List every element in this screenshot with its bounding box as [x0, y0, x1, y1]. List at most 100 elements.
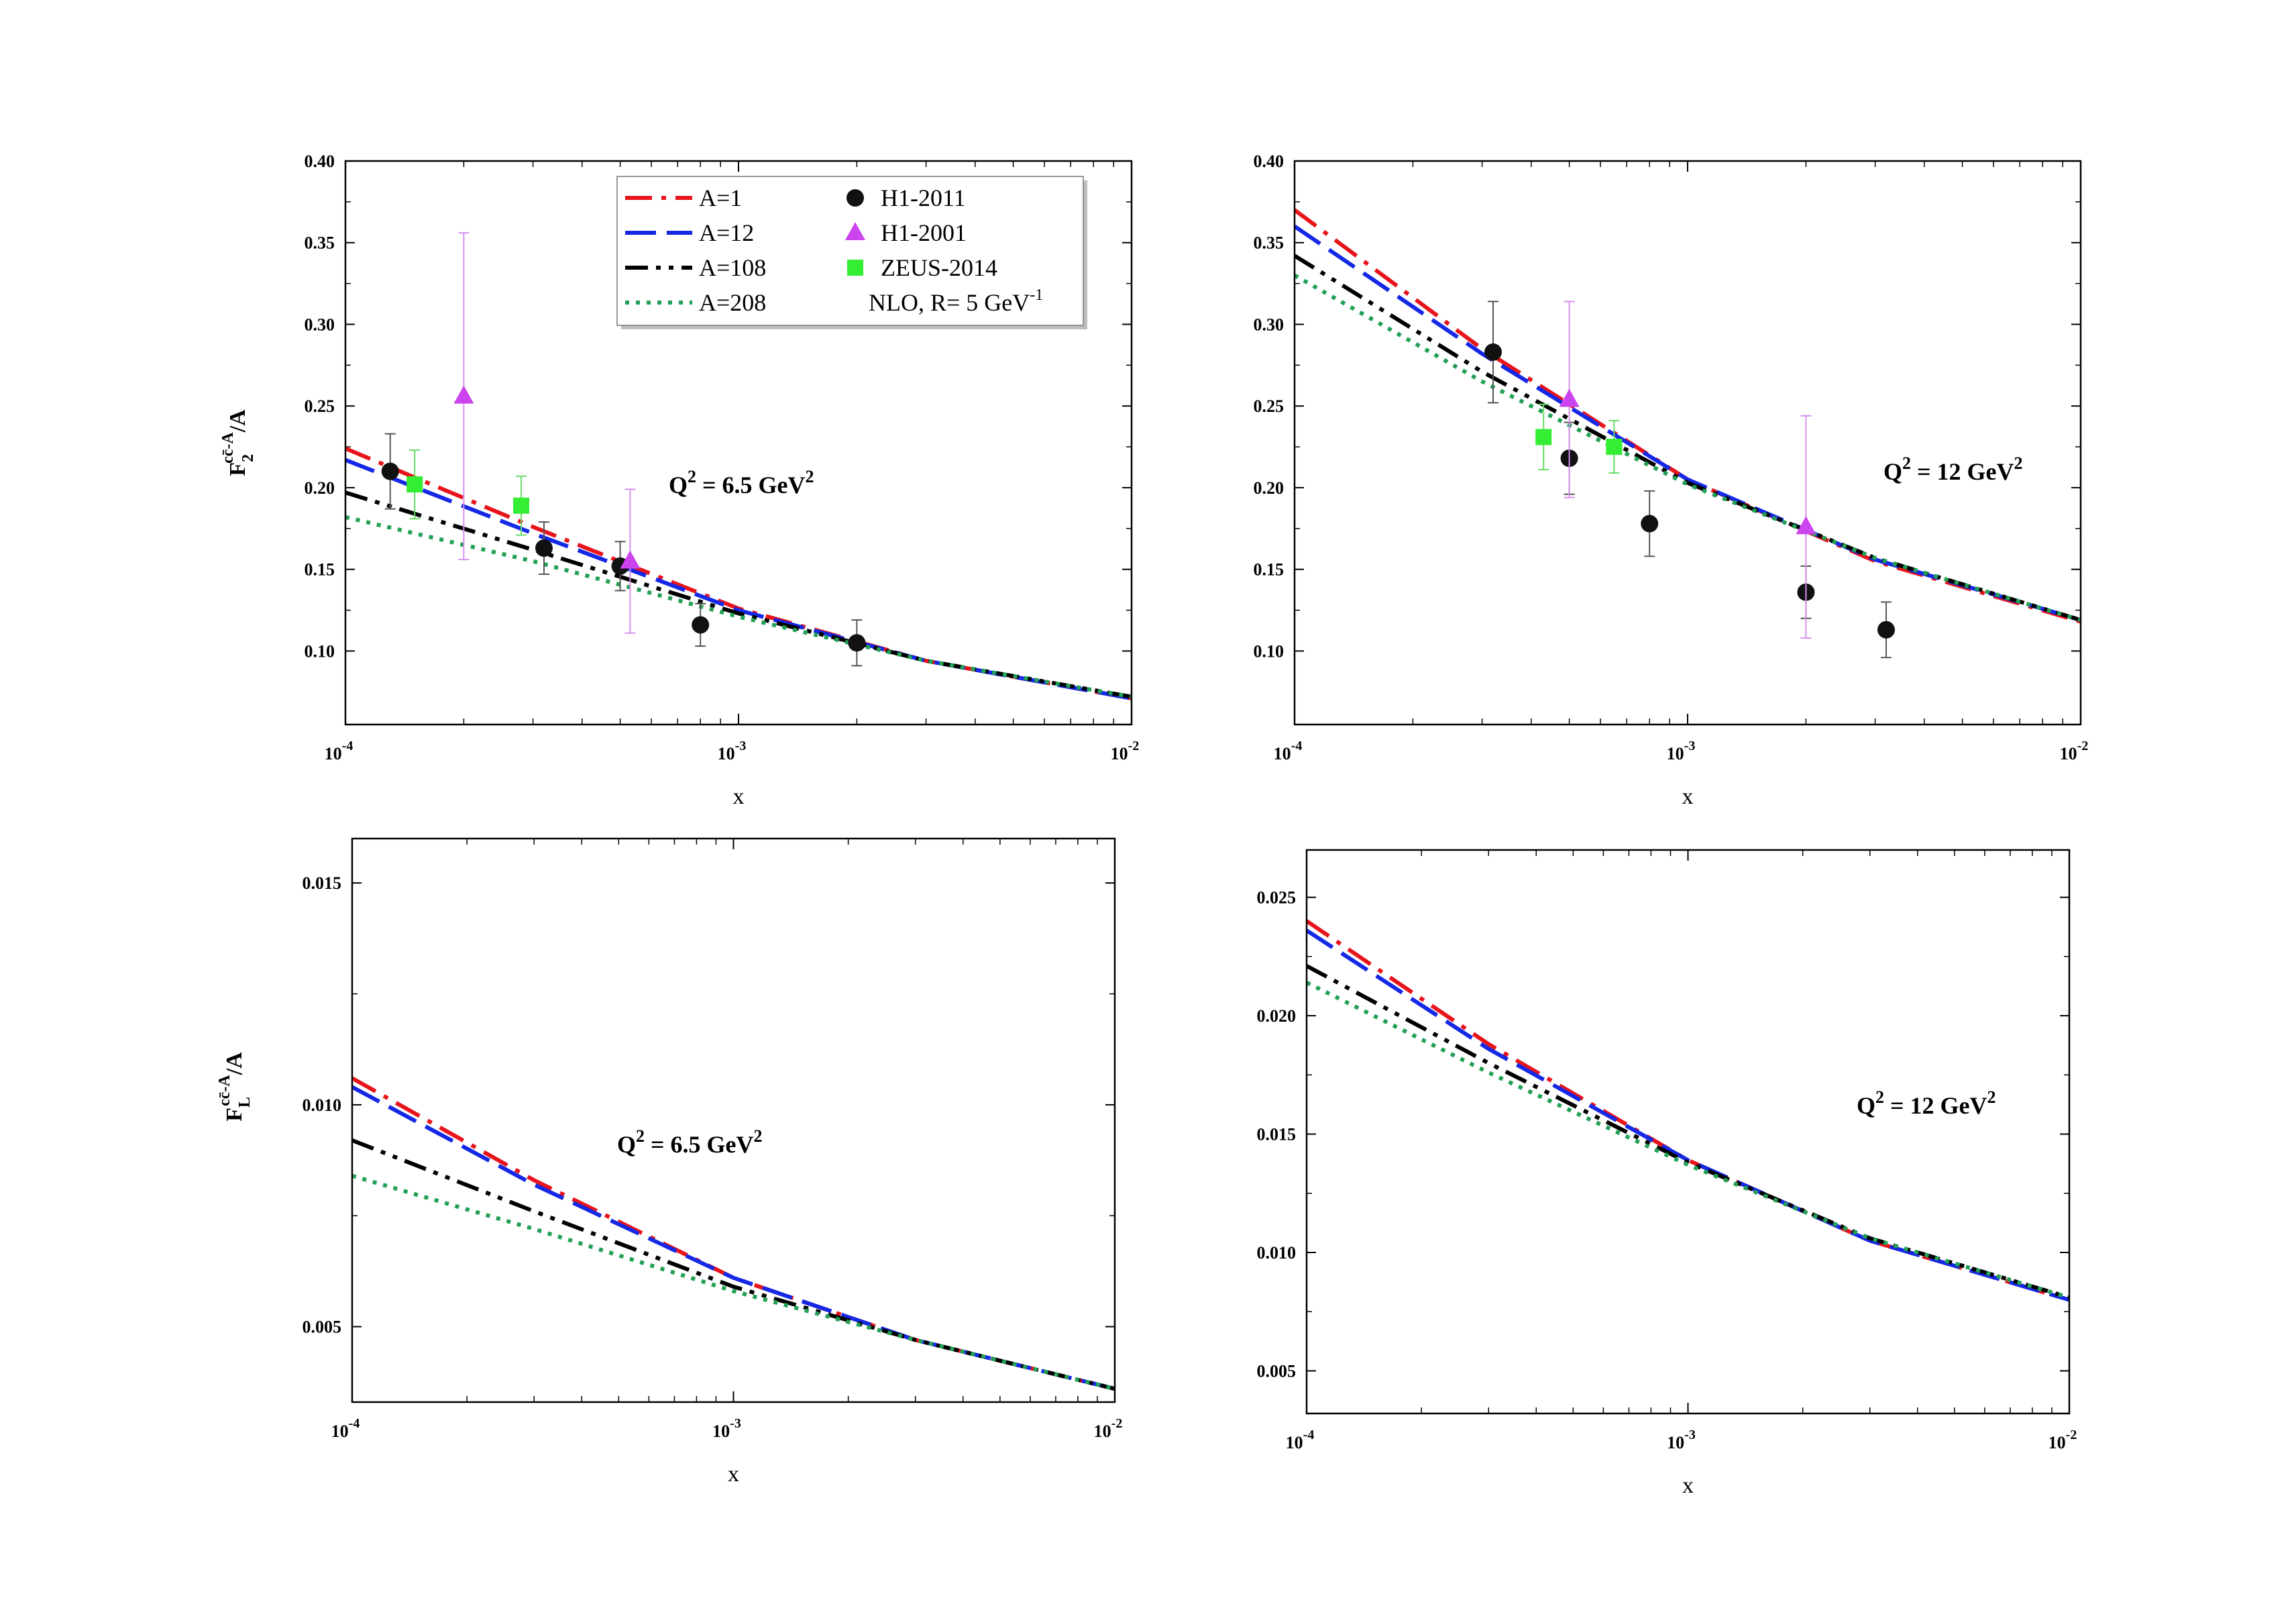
legend-marker-h1-2011 [846, 189, 864, 207]
series-line-a208 [1295, 273, 2081, 623]
data-point-h1-2011 [381, 462, 399, 480]
y-tick-label: 0.35 [305, 233, 335, 253]
y-label-main: F [222, 1108, 247, 1122]
data-point-h1-2011 [1877, 621, 1896, 639]
x-tick-exp: -4 [1303, 1428, 1315, 1442]
x-tick-base: 10 [1111, 744, 1128, 763]
y-tick-label: 0.015 [1257, 1125, 1297, 1144]
x-tick-exp: -3 [730, 1416, 741, 1431]
y-tick-label: 0.10 [1254, 641, 1284, 661]
legend-marker-h1-2001 [845, 222, 865, 240]
legend-note-sup: -1 [1030, 286, 1043, 304]
y-label-suffix: /A [222, 1052, 247, 1075]
x-tick-exp: -4 [349, 1416, 360, 1431]
series-line-a208 [352, 1173, 1115, 1391]
x-tick-label: 10-4 [325, 739, 353, 763]
y-label-suffix: /A [225, 409, 250, 433]
x-tick-base: 10 [712, 1422, 730, 1441]
y-label-main: F [225, 462, 250, 476]
y-label-sup: cc̄-A [216, 1075, 233, 1106]
legend: A=1 A=12 A=108 A=208 H1-2011 H1-2001 ZEUS-2014… [616, 176, 1087, 329]
data-point-h1-2001 [453, 385, 474, 404]
series-line-a208 [345, 515, 1132, 699]
q2-prefix: Q [1857, 1092, 1875, 1119]
y-label-sup: cc̄-A [219, 432, 237, 464]
y-tick-label: 0.25 [1254, 396, 1284, 416]
data-point-zeus-2014 [1606, 439, 1623, 456]
y-tick-label: 0.025 [1257, 888, 1297, 908]
x-tick-base: 10 [1667, 744, 1684, 763]
x-tick-label: 10-4 [1286, 1428, 1315, 1452]
x-tick-label: 10-2 [1094, 1416, 1123, 1441]
x-tick-base: 10 [1094, 1422, 1111, 1441]
data-point-h1-2011 [848, 634, 866, 652]
x-tick-label: 10-2 [1111, 739, 1140, 763]
y-tick-label: 0.40 [1254, 152, 1284, 171]
series-line-a12 [1307, 928, 2069, 1302]
x-tick-base: 10 [1274, 744, 1291, 763]
q2-rest: = 12 GeV [1911, 458, 2014, 485]
x-tick-exp: -4 [342, 739, 353, 753]
data-point-zeus-2014 [513, 497, 530, 514]
data-point-h1-2011 [1484, 343, 1502, 361]
y-tick-label: 0.005 [303, 1318, 342, 1337]
x-tick-exp: -2 [2066, 1428, 2077, 1442]
legend-label: A=208 [699, 289, 766, 316]
plot-area [1295, 208, 2081, 624]
series-line-a108 [345, 490, 1132, 699]
x-tick-base: 10 [2048, 1433, 2066, 1452]
series-line-a208 [1307, 980, 2069, 1299]
x-tick-label: 10-4 [331, 1416, 360, 1441]
data-point-h1-2001 [1796, 516, 1816, 535]
y-tick-label: 0.015 [303, 873, 342, 893]
x-tick-base: 10 [331, 1422, 349, 1441]
data-point-zeus-2014 [1535, 429, 1552, 445]
y-tick-label: 0.30 [305, 315, 335, 334]
x-tick-exp: -2 [1111, 1416, 1123, 1431]
plot-area [345, 446, 1132, 700]
x-tick-base: 10 [2060, 744, 2077, 763]
y-tick-label: 0.15 [305, 560, 335, 580]
series-line-a108 [1307, 964, 2069, 1299]
q2-exp: 2 [688, 467, 696, 486]
series-line-a108 [352, 1138, 1115, 1391]
y-tick-label: 0.020 [1257, 1006, 1297, 1026]
x-axis-label: x [733, 784, 745, 809]
x-tick-base: 10 [1667, 1433, 1684, 1452]
series-line-a12 [1295, 224, 2081, 623]
x-axis-label: x [1682, 1473, 1694, 1498]
q2-exp2: 2 [806, 467, 814, 486]
legend-label: ZEUS-2014 [881, 254, 997, 281]
q2-exp: 2 [1875, 1087, 1884, 1107]
plot-frame [1305, 849, 2071, 1415]
y-tick-label: 0.30 [1254, 315, 1284, 334]
plot-frame [351, 837, 1116, 1403]
q2-exp: 2 [1902, 453, 1911, 473]
y-tick-label: 0.35 [1254, 233, 1284, 253]
legend-marker-zeus-2014 [847, 260, 863, 276]
x-tick-label: 10-3 [1667, 739, 1696, 763]
x-axis-label: x [1682, 784, 1694, 809]
y-tick-label: 0.15 [1254, 560, 1284, 580]
x-tick-label: 10-2 [2048, 1428, 2077, 1452]
y-axis-label: FLcc̄-A/A [216, 1052, 254, 1122]
legend-label: H1-2011 [881, 184, 966, 211]
q2-rest: = 12 GeV [1884, 1092, 1987, 1119]
legend-label: A=108 [699, 254, 766, 281]
x-tick-exp: -3 [1684, 739, 1696, 753]
plot-area [1307, 919, 2069, 1302]
legend-label: A=12 [699, 219, 754, 246]
data-point-zeus-2014 [406, 476, 423, 493]
plot-frame [344, 160, 1133, 726]
q2-annotation: Q2 = 12 GeV2 [1857, 1087, 1996, 1119]
x-tick-exp: -2 [2077, 739, 2089, 753]
legend-label: H1-2001 [881, 219, 967, 246]
q2-annotation: Q2 = 6.5 GeV2 [617, 1126, 763, 1158]
x-tick-exp: -4 [1291, 739, 1303, 753]
series-line-a108 [1295, 254, 2081, 623]
x-tick-label: 10-3 [712, 1416, 741, 1441]
q2-exp2: 2 [754, 1126, 763, 1146]
